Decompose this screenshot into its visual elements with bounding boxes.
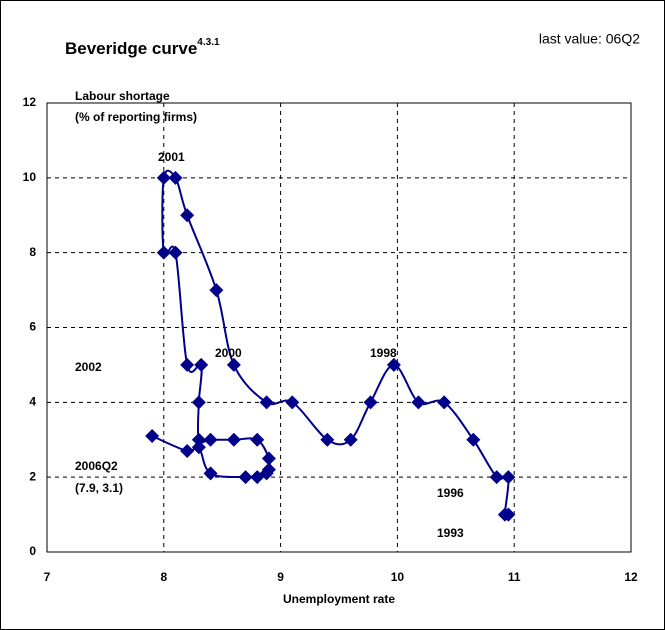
point [386,357,401,372]
x-tick-label: 9 [277,570,284,584]
point [250,470,265,485]
x-tick-label: 12 [624,570,638,584]
point [437,395,452,410]
point [168,245,183,260]
y-tick-label: 6 [29,320,36,334]
point [156,170,171,185]
annotation: 1996 [437,486,464,500]
point [203,432,218,447]
point [343,432,358,447]
point [180,208,195,223]
y-tick-label: 4 [29,395,36,409]
point [250,432,265,447]
point [363,395,378,410]
point [191,395,206,410]
y-tick-label: 0 [29,544,36,558]
annotation: 1993 [437,526,464,540]
y-axis-label: Labour shortage [75,89,170,103]
y-tick-label: 12 [23,95,37,109]
point [238,470,253,485]
point [156,245,171,260]
annotation: 1998 [370,346,397,360]
point [466,432,481,447]
annotation: 2002 [75,360,102,374]
title-superscript: 4.3.1 [197,37,220,48]
y-tick-label: 10 [23,170,37,184]
point [209,283,224,298]
point [180,357,195,372]
point [411,395,426,410]
point [489,470,504,485]
point [180,443,195,458]
y-tick-label: 2 [29,469,36,483]
x-axis-label: Unemployment rate [283,592,395,606]
point [168,170,183,185]
y-axis-label: (% of reporting firms) [75,110,197,124]
y-tick-label: 8 [29,245,36,259]
x-tick-label: 8 [160,570,167,584]
point [203,466,218,481]
point [501,470,516,485]
point [145,429,160,444]
point [285,395,300,410]
point [226,357,241,372]
annotation: (7.9, 3.1) [75,481,123,495]
point [259,395,274,410]
x-tick-label: 11 [508,570,521,584]
point [191,432,206,447]
title-main: Beveridge curve [65,39,197,58]
chart-title: Beveridge curve4.3.1 [65,37,220,59]
point [191,440,206,455]
point [320,432,335,447]
point [497,507,512,522]
annotation: 2000 [215,346,242,360]
point [261,451,276,466]
x-tick-label: 10 [391,570,405,584]
annotation: 2006Q2 [75,459,118,473]
x-tick-label: 7 [44,570,51,584]
annotation: 2001 [158,150,185,164]
point [194,357,209,372]
plot-border [46,102,632,553]
point [226,432,241,447]
subtitle: last value: 06Q2 [539,31,640,47]
